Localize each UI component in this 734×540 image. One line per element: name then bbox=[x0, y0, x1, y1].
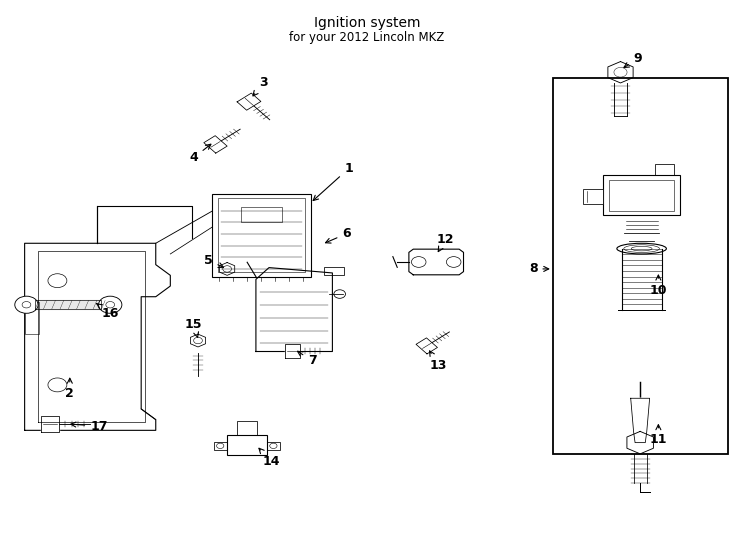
Text: 5: 5 bbox=[204, 254, 223, 267]
Text: 1: 1 bbox=[313, 162, 353, 200]
Text: 11: 11 bbox=[650, 425, 667, 447]
Text: 6: 6 bbox=[325, 227, 351, 243]
Text: 9: 9 bbox=[624, 52, 642, 68]
Bar bbox=[267, 442, 280, 450]
Text: 8: 8 bbox=[528, 262, 549, 275]
Bar bbox=[603, 176, 680, 215]
Bar bbox=[25, 302, 39, 334]
Ellipse shape bbox=[617, 244, 666, 254]
Polygon shape bbox=[627, 431, 653, 454]
Text: for your 2012 Lincoln MKZ: for your 2012 Lincoln MKZ bbox=[289, 31, 445, 44]
Text: 13: 13 bbox=[429, 351, 447, 372]
Polygon shape bbox=[416, 338, 437, 354]
Text: 7: 7 bbox=[297, 352, 317, 367]
Polygon shape bbox=[409, 249, 463, 275]
Bar bbox=[227, 435, 267, 455]
Bar bbox=[609, 180, 674, 211]
Polygon shape bbox=[204, 136, 227, 153]
Text: 14: 14 bbox=[259, 448, 280, 468]
Polygon shape bbox=[190, 334, 206, 347]
Polygon shape bbox=[631, 399, 650, 443]
Bar bbox=[218, 198, 305, 272]
Bar bbox=[324, 267, 344, 275]
Text: Ignition system: Ignition system bbox=[313, 16, 421, 30]
Polygon shape bbox=[35, 300, 101, 309]
Text: 15: 15 bbox=[185, 318, 203, 338]
Polygon shape bbox=[608, 62, 633, 83]
Text: 2: 2 bbox=[65, 378, 74, 401]
Polygon shape bbox=[237, 93, 261, 110]
Polygon shape bbox=[219, 262, 235, 275]
Polygon shape bbox=[286, 345, 300, 358]
Bar bbox=[241, 207, 282, 222]
Text: 12: 12 bbox=[437, 233, 454, 252]
Polygon shape bbox=[256, 268, 333, 352]
Bar bbox=[553, 78, 727, 454]
Polygon shape bbox=[41, 415, 59, 433]
Bar bbox=[212, 194, 310, 276]
Text: 3: 3 bbox=[253, 77, 268, 96]
Bar bbox=[236, 421, 257, 435]
Bar bbox=[655, 164, 674, 176]
Text: 17: 17 bbox=[71, 420, 108, 433]
Text: 10: 10 bbox=[650, 275, 667, 297]
Circle shape bbox=[15, 296, 38, 313]
Bar bbox=[214, 442, 227, 450]
Bar bbox=[583, 189, 603, 204]
Text: 16: 16 bbox=[97, 303, 120, 320]
Circle shape bbox=[98, 296, 122, 313]
Text: 4: 4 bbox=[189, 144, 211, 164]
Polygon shape bbox=[25, 244, 170, 430]
